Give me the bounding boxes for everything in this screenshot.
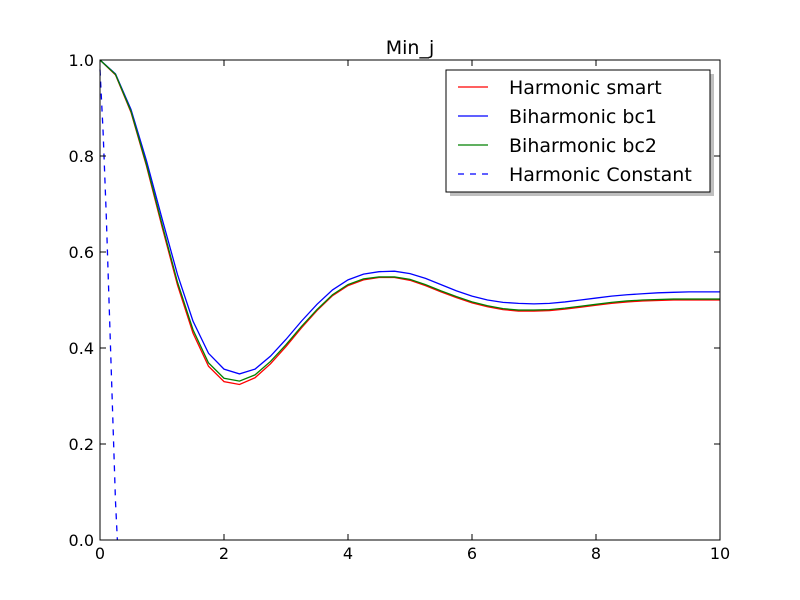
series-group bbox=[99, 59, 720, 541]
legend-label-2: Biharmonic bc2 bbox=[509, 135, 657, 157]
legend-label-0: Harmonic smart bbox=[509, 77, 662, 99]
y-tick-label-3: 0.6 bbox=[69, 243, 94, 262]
series-line-2 bbox=[99, 59, 720, 382]
x-tick-label-2: 4 bbox=[343, 544, 353, 563]
y-tick-label-1: 0.2 bbox=[69, 435, 94, 454]
series-line-0 bbox=[99, 59, 720, 386]
y-tick-label-4: 0.8 bbox=[69, 147, 94, 166]
chart-title: Min_j bbox=[386, 37, 435, 59]
x-tick-label-5: 10 bbox=[710, 544, 730, 563]
x-tick-label-4: 8 bbox=[591, 544, 601, 563]
series-line-3 bbox=[99, 69, 119, 541]
legend-box bbox=[445, 69, 711, 193]
legend-label-1: Biharmonic bc1 bbox=[509, 106, 657, 128]
x-tick-label-3: 6 bbox=[467, 544, 477, 563]
y-tick-label-5: 1.0 bbox=[69, 51, 94, 70]
y-tick-label-2: 0.4 bbox=[69, 339, 94, 358]
series-line-1 bbox=[99, 59, 720, 375]
legend-label-3: Harmonic Constant bbox=[509, 164, 692, 186]
y-tick-label-0: 0.0 bbox=[69, 531, 94, 550]
x-tick-label-1: 2 bbox=[219, 544, 229, 563]
plot-frame bbox=[99, 59, 721, 541]
legend: Harmonic smart Biharmonic bc1 Biharmonic b… bbox=[445, 69, 714, 196]
x-tick-label-0: 0 bbox=[95, 544, 105, 563]
